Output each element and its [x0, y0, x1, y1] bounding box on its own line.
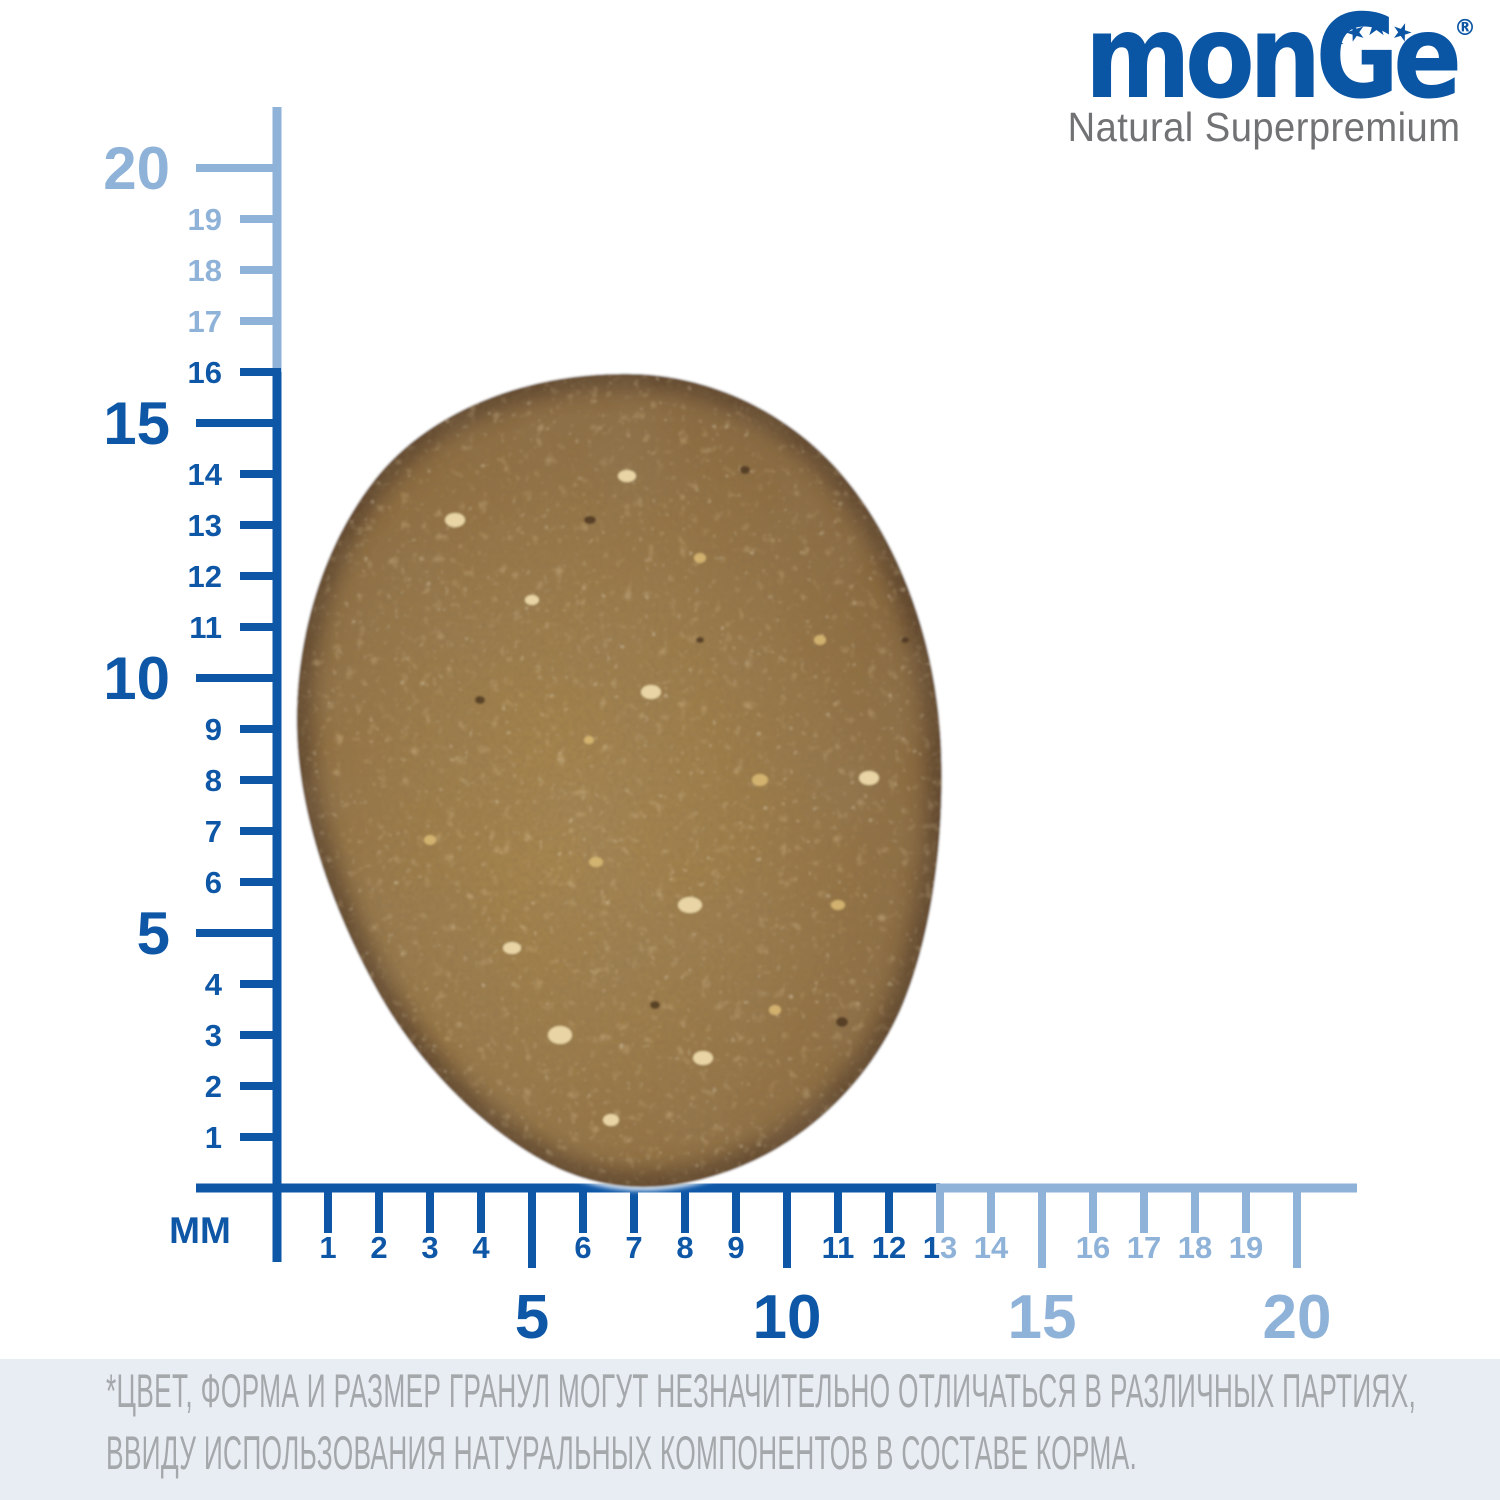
label-y-1: 1 — [205, 1120, 222, 1155]
label-x-3: 3 — [421, 1230, 438, 1265]
disclaimer-line-2: ВВИДУ ИСПОЛЬЗОВАНИЯ НАТУРАЛЬНЫХ КОМПОНЕН… — [106, 1426, 1138, 1479]
disclaimer-line-1: *ЦВЕТ, ФОРМА И РАЗМЕР ГРАНУЛ МОГУТ НЕЗНА… — [106, 1364, 1417, 1417]
label-y-6: 6 — [205, 865, 222, 900]
kibble-texture — [296, 373, 942, 1188]
label-y-8: 8 — [205, 763, 222, 798]
highlight-layer — [277, 364, 948, 1210]
brand-tagline: Natural Superpremium — [1067, 104, 1460, 150]
label-x-14: 14 — [974, 1230, 1009, 1265]
label-x-11: 11 — [822, 1230, 855, 1265]
label-y-5: 5 — [137, 900, 170, 967]
label-y-20: 20 — [103, 135, 170, 202]
label-y-14: 14 — [188, 457, 223, 492]
star-icon: ★ — [1363, 9, 1390, 42]
label-x-15: 15 — [1008, 1283, 1077, 1352]
label-y-9: 9 — [205, 712, 222, 747]
label-x-10: 10 — [753, 1283, 822, 1352]
label-y-18: 18 — [188, 253, 222, 288]
label-x-8: 8 — [676, 1230, 693, 1265]
registered-trademark-icon: ® — [1454, 16, 1476, 41]
label-x-16: 16 — [1076, 1230, 1110, 1265]
disclaimer-bar: *ЦВЕТ, ФОРМА И РАЗМЕР ГРАНУЛ МОГУТ НЕЗНА… — [0, 1359, 1500, 1500]
label-y-19: 19 — [188, 202, 222, 237]
label-x-1: 1 — [319, 1230, 336, 1265]
label-y-17: 17 — [188, 304, 222, 339]
label-x-19: 19 — [1229, 1230, 1263, 1265]
label-x-5: 5 — [515, 1283, 549, 1352]
label-y-16: 16 — [188, 355, 222, 390]
label-y-11: 11 — [189, 610, 222, 645]
label-x-13: 13 — [923, 1230, 958, 1265]
label-x-9: 9 — [727, 1230, 744, 1265]
label-y-15: 15 — [103, 390, 170, 457]
label-x-20: 20 — [1263, 1283, 1332, 1352]
label-x-7: 7 — [625, 1230, 642, 1265]
label-y-4: 4 — [205, 967, 223, 1002]
label-y-13: 13 — [188, 508, 222, 543]
unit-label: MM — [169, 1210, 231, 1251]
label-y-7: 7 — [205, 814, 222, 849]
kibble-photo — [293, 370, 946, 1191]
label-x-2: 2 — [370, 1230, 387, 1265]
label-x-6: 6 — [574, 1230, 591, 1265]
label-y-2: 2 — [205, 1069, 222, 1104]
label-y-12: 12 — [188, 559, 222, 594]
label-x-17: 17 — [1127, 1230, 1161, 1265]
label-x-12: 12 — [872, 1230, 906, 1265]
label-x-18: 18 — [1178, 1230, 1212, 1265]
label-y-10: 10 — [103, 645, 170, 712]
monge-logo-wordmark: monGe — [1084, 0, 1463, 125]
label-y-3: 3 — [205, 1018, 222, 1053]
label-x-4: 4 — [472, 1230, 490, 1265]
